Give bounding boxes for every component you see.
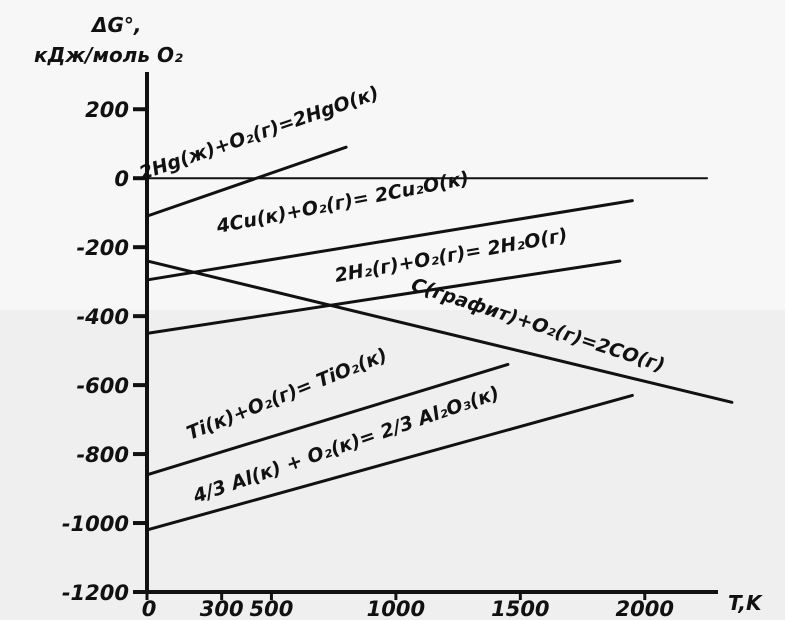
y-axis-title-line1: ΔG°, — [90, 13, 142, 37]
y-tick-label: 0 — [114, 167, 129, 191]
x-tick-label: 1000 — [367, 597, 425, 620]
series-line-0 — [145, 145, 348, 218]
x-tick-label: 2000 — [616, 597, 674, 620]
series-lines — [145, 145, 734, 532]
x-axis-title: T,K — [728, 591, 763, 615]
y-tick-label: -200 — [76, 236, 129, 260]
x-tick-label: 300 — [200, 597, 244, 620]
series-line-4 — [145, 362, 510, 477]
series-line-1 — [145, 199, 634, 282]
x-tick-label: 0 — [142, 597, 157, 620]
series-line-2 — [145, 259, 622, 335]
series-line-3 — [145, 259, 734, 404]
y-tick-label: -1200 — [62, 581, 129, 605]
top-paper-band — [0, 0, 785, 310]
y-tick-label: -400 — [76, 305, 129, 329]
x-tick-label: 1500 — [491, 597, 549, 620]
y-tick-label: -600 — [76, 374, 129, 398]
y-tick-label: 200 — [85, 98, 129, 122]
y-tick-label: -1000 — [62, 512, 129, 536]
series-line-5 — [145, 393, 634, 532]
y-axis-title-line2: кДж/моль O₂ — [34, 43, 183, 67]
y-tick-label: -800 — [76, 443, 129, 467]
x-tick-label: 500 — [250, 597, 294, 620]
